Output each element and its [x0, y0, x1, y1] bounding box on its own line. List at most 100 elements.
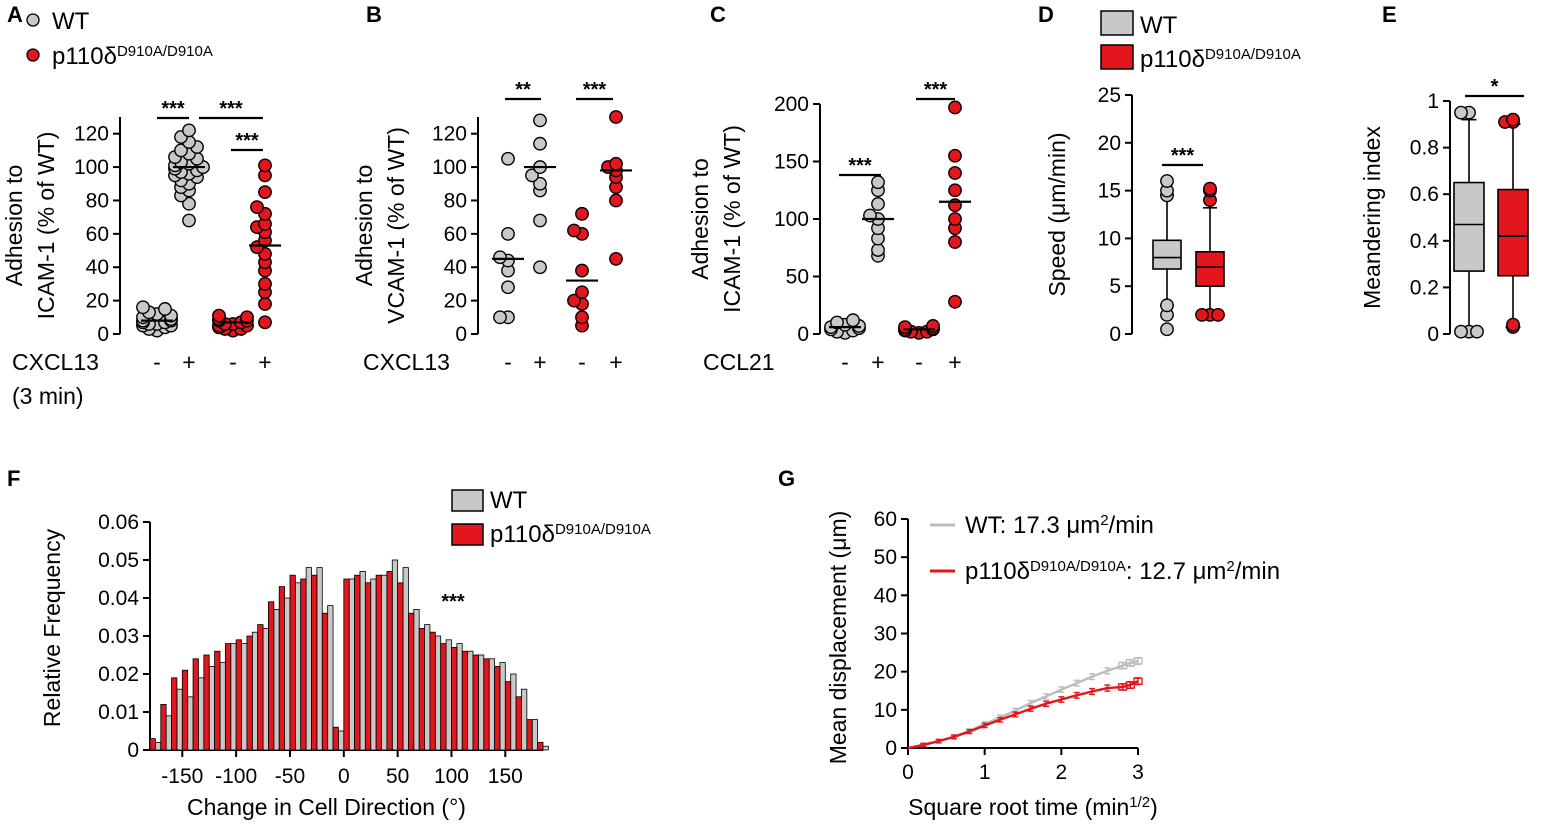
panel-a-ylabel-1: Adhesion to — [1, 165, 27, 286]
panel-a-letter: A — [7, 2, 23, 27]
panel-f-bar-mutant — [332, 726, 339, 751]
panel-f-bar-mutant — [257, 624, 264, 751]
panel-f-bar-wt — [499, 662, 506, 751]
panel-f-bar-mutant — [278, 586, 285, 751]
panel-c-point — [948, 166, 962, 180]
panel-b-y-tick-label: 60 — [444, 223, 467, 246]
panel-g-legend-wt-label: WT: 17.3 μm2/min — [965, 512, 1154, 540]
panel-b-y-tick-label: 40 — [444, 256, 467, 279]
panel-f-bar-wt — [262, 628, 269, 751]
panel-f-bar-wt — [381, 574, 388, 751]
panel-c-treatment-label: CCL21 — [703, 349, 775, 375]
panel-b-point — [575, 206, 589, 221]
panel-a-y-tick-label: 20 — [86, 290, 109, 313]
legend-wt-marker — [26, 13, 40, 27]
panel-c-sign: + — [948, 349, 961, 375]
panel-f-bar-wt — [531, 719, 539, 751]
panel-f-y-tick-label: 0.02 — [98, 663, 139, 686]
panel-g-line-mutant — [907, 680, 1139, 750]
panel-c-point — [948, 294, 962, 309]
panel-a-y-tick-label: 40 — [86, 256, 109, 279]
panel-f-bar-wt — [402, 567, 409, 751]
panel-b-treatment-label: CXCL13 — [363, 349, 450, 375]
panel-c-y-tick-label: 200 — [774, 93, 809, 116]
panel-c-sign: - — [915, 349, 923, 375]
panel-b-point — [575, 285, 589, 300]
panel-e-box-wt-iqr — [1453, 181, 1485, 272]
panel-d-box-mutant-outlier — [1195, 307, 1209, 322]
panel-g-y-tick-label: 10 — [874, 699, 897, 722]
panel-f-bar-wt — [488, 658, 495, 751]
panel-f-y-tick-label: 0.03 — [98, 625, 139, 648]
panel-a-y-tick-label: 120 — [74, 123, 109, 146]
panel-g-y-tick-label: 0 — [885, 737, 897, 760]
panel-f-bar-wt — [348, 578, 355, 751]
panel-a-significance-stars: *** — [235, 130, 259, 152]
panel-d-y-tick-label: 25 — [1098, 84, 1121, 107]
panel-b-point — [533, 260, 547, 275]
panel-f-x-tick-label: -50 — [275, 765, 305, 788]
panel-f-bar-wt — [230, 643, 237, 751]
panel-f-bar-mutant — [149, 738, 156, 751]
panel-f-y-tick-label: 0.05 — [98, 549, 139, 572]
panel-f-bar-wt — [198, 677, 205, 751]
panel-e-box-wt-outlier — [1454, 324, 1468, 339]
panel-d-y-tick-label: 10 — [1098, 227, 1121, 250]
panel-f-ylabel: Relative Frequency — [39, 528, 65, 727]
panel-f-bar-wt — [294, 582, 302, 751]
panel-a-point — [182, 123, 196, 138]
panel-b-y-tick-label: 20 — [444, 290, 467, 313]
panel-a-point — [258, 315, 272, 330]
panel-f-bar-wt — [176, 688, 183, 751]
panel-b-point — [575, 310, 589, 325]
panel-d-legend-wt-label: WT — [1140, 12, 1178, 39]
panel-f-legend-mutant-label: p110δD910A/D910A — [490, 521, 651, 549]
panel-f-bar-mutant — [494, 666, 501, 751]
panel-a-sign: + — [182, 349, 195, 375]
panel-c-y-tick-label: 50 — [786, 266, 809, 289]
panel-a-point — [212, 308, 226, 323]
panel-f-bar-wt — [241, 643, 248, 751]
panel-g-x-tick-label: 3 — [1132, 761, 1144, 784]
panel-f-bar-wt — [316, 567, 323, 751]
panel-f-bar-wt — [273, 609, 280, 751]
panel-f-bar-wt — [305, 567, 312, 751]
panel-e-box-wt-outlier — [1454, 105, 1468, 120]
panel-f-bar-mutant — [429, 631, 436, 751]
panel-f-bar-wt — [370, 578, 377, 751]
panel-a-y-tick-label: 100 — [74, 156, 109, 179]
panel-a-point — [250, 200, 264, 215]
panel-g-y-tick-label: 40 — [874, 584, 897, 607]
panel-f-bar-wt — [424, 624, 431, 751]
panel-f-bar-wt — [413, 609, 420, 751]
panel-e-y-tick-label: 0.4 — [1410, 230, 1440, 253]
panel-c-point — [830, 315, 844, 330]
panel-f-bar-mutant — [472, 654, 479, 751]
panel-b-significance-stars: *** — [583, 79, 607, 101]
panel-f-bar-mutant — [300, 578, 307, 751]
panel-e-y-tick-label: 1 — [1427, 90, 1439, 113]
panel-f-x-tick-label: -100 — [215, 765, 257, 788]
panel-f-x-tick-label: 150 — [488, 765, 523, 788]
panel-f-y-tick-label: 0.04 — [98, 587, 139, 610]
panel-f-y-tick-label: 0 — [127, 739, 139, 762]
panel-e-y-tick-label: 0.6 — [1410, 183, 1439, 206]
panel-f-bar-mutant — [171, 677, 178, 751]
panel-c-point — [948, 212, 962, 226]
panel-b-point — [567, 223, 581, 238]
panel-d-y-tick-label: 5 — [1109, 275, 1121, 298]
panel-a-ylabel-2: ICAM-1 (% of WT) — [33, 132, 59, 320]
panel-f-bar-mutant — [526, 719, 533, 751]
panel-f-x-tick-label: 50 — [386, 765, 409, 788]
panel-f-bar-mutant — [418, 628, 425, 751]
legend-mutant-label: p110δD910A/D910A — [52, 43, 213, 71]
panel-a-sign: - — [229, 349, 237, 375]
panel-b-point — [525, 168, 539, 183]
panel-f-bar-mutant — [203, 654, 210, 751]
panel-d-legend-wt-swatch — [1100, 10, 1134, 36]
panel-d-y-tick-label: 15 — [1098, 180, 1121, 203]
panel-b-point — [493, 250, 507, 265]
panel-f-bar-mutant — [224, 643, 232, 751]
panel-a-point — [158, 302, 172, 316]
